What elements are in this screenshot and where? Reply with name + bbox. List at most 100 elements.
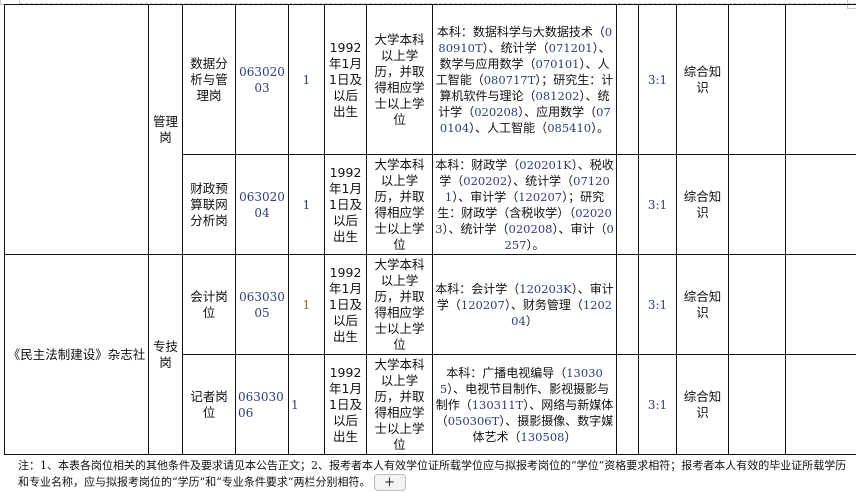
empty-cell [785, 354, 856, 455]
count-cell: 1 [288, 354, 325, 455]
major-text: ）、统计学（ [507, 173, 574, 188]
major-code: 071201 [548, 40, 593, 55]
recruitment-table: 管理岗 数据分析与管理岗 06302003 1 1992年1月1日及以后出生 大… [4, 4, 856, 455]
education-cell: 大学本科以上学历，并取得相应学士以上学位 [366, 154, 433, 255]
page-boundary [20, 3, 856, 4]
major-cell: 本科：数据科学与大数据技术（080910T）、统计学（071201）、数学与应用… [432, 4, 617, 155]
major-text: ）、统计学（ [442, 221, 509, 236]
code-cell: 06303005 [235, 254, 289, 355]
education-cell: 大学本科以上学历，并取得相应学士以上学位 [366, 4, 433, 155]
age-cell: 1992年1月1日及以后出生 [324, 154, 367, 255]
major-text: ）、税收学（ [439, 157, 614, 188]
education-cell: 大学本科以上学历，并取得相应学士以上学位 [366, 354, 433, 455]
position-cell: 记者岗位 [182, 354, 236, 455]
empty-cell [785, 254, 856, 355]
major-text: ） [564, 429, 577, 444]
code-cell: 06302004 [235, 154, 289, 255]
major-text: ）、财务管理（ [504, 297, 583, 312]
major-code: 120207 [518, 189, 563, 204]
major-text: ）、电视节目制作、影视摄影与制作（ [435, 381, 610, 412]
unit-cell [4, 4, 149, 255]
empty-cell [616, 254, 639, 355]
empty-cell [728, 254, 786, 355]
major-text: 本科：广播电视编导（ [446, 365, 567, 380]
major-code: 080717T [483, 72, 536, 87]
major-code: 130311T [471, 397, 524, 412]
empty-cell [728, 4, 786, 155]
major-code: 020201K [519, 157, 572, 172]
major-code: 120207 [460, 297, 505, 312]
table-row: 管理岗 数据分析与管理岗 06302003 1 1992年1月1日及以后出生 大… [4, 4, 856, 255]
empty-cell [616, 154, 639, 255]
empty-cell [728, 354, 786, 455]
major-text: ）；研究生：计算机软件与理论（ [439, 72, 614, 103]
major-text: 本科：会计学（ [435, 281, 520, 296]
major-text: ）、审计学（ [452, 189, 519, 204]
major-text: ）、应用数学（ [518, 104, 597, 119]
major-code: 070101 [535, 56, 580, 71]
unit-cell: 《民主法制建设》杂志社 [4, 254, 149, 455]
major-text: ）、网络与新媒体（ [435, 397, 614, 428]
major-text: ）；研究生：财政学（含税收学）（ [437, 189, 605, 220]
major-text: ） [525, 313, 538, 328]
footnote-text: 注：1、本表各岗位相关的其他条件及要求请见本公告正文；2、报考者本人有效学位证所… [18, 459, 847, 489]
age-cell: 1992年1月1日及以后出生 [324, 354, 367, 455]
major-code: 081202 [535, 88, 580, 103]
major-text: ）、统计学（ [482, 40, 549, 55]
exam-cell: 综合知识 [676, 354, 729, 455]
code-cell: 06302003 [235, 4, 289, 155]
position-cell: 财政预算联网分析岗 [182, 154, 236, 255]
major-text: ）、审计（ [552, 221, 607, 236]
age-cell: 1992年1月1日及以后出生 [324, 4, 367, 155]
major-code: 020203 [435, 205, 612, 236]
major-text: ）。 [591, 120, 610, 135]
major-code: 020202 [463, 173, 508, 188]
age-cell: 1992年1月1日及以后出生 [324, 254, 367, 355]
major-cell: 本科：广播电视编导（130305）、电视节目制作、影视摄影与制作（130311T… [432, 354, 617, 455]
ratio-cell: 3:1 [638, 154, 677, 255]
education-cell: 大学本科以上学历，并取得相应学士以上学位 [366, 254, 433, 355]
category-cell: 专技岗 [148, 254, 183, 455]
exam-cell: 综合知识 [676, 4, 729, 155]
count-cell: 1 [288, 4, 325, 155]
ratio-cell: 3:1 [638, 254, 677, 355]
add-button[interactable]: + [373, 474, 406, 491]
count-cell: 1 [288, 154, 325, 255]
category-cell: 管理岗 [148, 4, 183, 255]
ratio-cell: 3:1 [638, 354, 677, 455]
major-cell: 本科：财政学（020201K）、税收学（020202）、统计学（071201）、… [432, 154, 617, 255]
count-cell: 1 [288, 254, 325, 355]
major-code: 070104 [439, 104, 611, 135]
major-code: 085410 [547, 120, 592, 135]
empty-cell [728, 154, 786, 255]
major-code: 130508 [520, 429, 565, 444]
table-footnote: 注：1、本表各岗位相关的其他条件及要求请见本公告正文；2、报考者本人有效学位证所… [18, 458, 852, 491]
major-code: 080910T [438, 24, 613, 55]
major-code: 020208 [474, 104, 519, 119]
major-code: 120204 [511, 297, 613, 328]
empty-cell [616, 4, 639, 155]
table-row: 《民主法制建设》杂志社 专技岗 会计岗位 06303005 1 1992年1月1… [4, 254, 856, 455]
code-cell: 06303006 [235, 354, 289, 455]
position-cell: 会计岗位 [182, 254, 236, 355]
ratio-cell: 3:1 [638, 4, 677, 155]
position-cell: 数据分析与管理岗 [182, 4, 236, 155]
major-code: 120203K [519, 281, 572, 296]
major-text: 本科：财政学（ [435, 157, 520, 172]
major-code: 071201 [444, 173, 610, 204]
empty-cell [785, 4, 856, 155]
major-text: ）、统计学（ [438, 88, 610, 119]
major-text: ）、人工智能（ [435, 56, 610, 87]
major-text: ）、人工智能（ [469, 120, 548, 135]
major-code: 130305 [439, 365, 603, 396]
major-text: ）、摄影摄像、数字媒体艺术（ [472, 413, 614, 444]
major-text: ）。 [526, 237, 545, 252]
table-row: 记者岗位 06303006 1 1992年1月1日及以后出生 大学本科以上学历，… [5, 354, 856, 455]
major-code: 020208 [508, 221, 553, 236]
empty-cell [785, 154, 856, 255]
major-text: ）、数学与应用数学（ [439, 40, 611, 71]
major-code: 0257 [504, 221, 614, 252]
exam-cell: 综合知识 [676, 254, 729, 355]
exam-cell: 综合知识 [676, 154, 729, 255]
